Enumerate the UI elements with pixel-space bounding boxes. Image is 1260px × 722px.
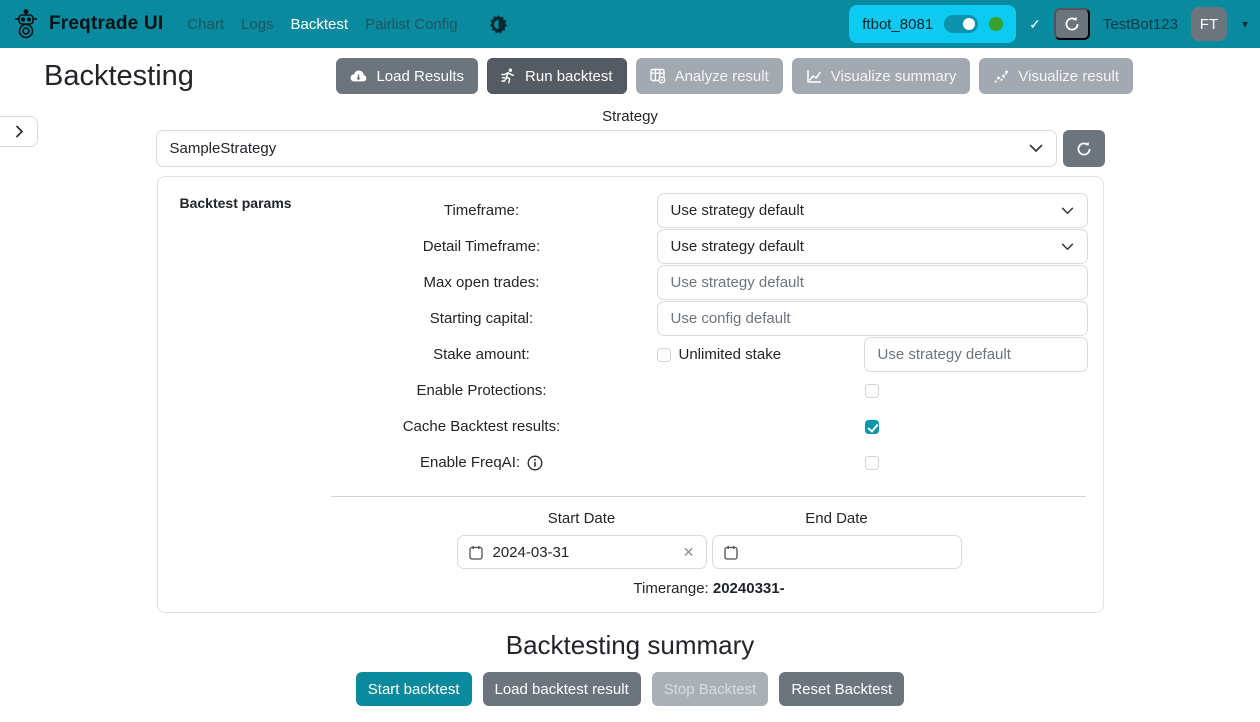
stake-amount-row: Stake amount: Unlimited stake	[158, 337, 1103, 372]
navbar: Freqtrade UI Chart Logs Backtest Pairlis…	[0, 0, 1260, 48]
stop-backtest-button[interactable]: Stop Backtest	[651, 672, 769, 706]
load-backtest-result-button[interactable]: Load backtest result	[482, 672, 641, 706]
avatar[interactable]: FT	[1190, 7, 1227, 41]
max-open-trades-input[interactable]	[656, 265, 1088, 300]
starting-capital-input[interactable]	[656, 301, 1088, 336]
calendar-icon	[723, 545, 738, 560]
chevron-down-icon	[1061, 207, 1074, 215]
bot-toggle[interactable]	[944, 15, 979, 33]
enable-protections-row: Enable Protections:	[158, 373, 1103, 408]
reset-backtest-button[interactable]: Reset Backtest	[779, 672, 905, 706]
max-open-trades-row: Max open trades:	[158, 265, 1103, 300]
load-results-button[interactable]: Load Results	[336, 58, 479, 94]
strategy-label: Strategy	[602, 108, 658, 125]
cache-backtest-results-row: Cache Backtest results:	[158, 409, 1103, 444]
run-backtest-button[interactable]: Run backtest	[487, 58, 627, 94]
cloud-download-icon	[350, 69, 367, 84]
bot-selector[interactable]: ftbot_8081	[849, 5, 1017, 43]
enable-freqai-checkbox[interactable]	[865, 455, 879, 470]
chevron-down-icon	[1029, 144, 1043, 153]
check-icon: ✓	[1029, 15, 1041, 32]
backtest-params-card: Backtest params Timeframe: Use strategy …	[156, 176, 1104, 613]
end-date-input[interactable]	[711, 535, 962, 569]
bot-online-dot	[989, 17, 1004, 31]
summary-buttons: Start backtest Load backtest result Stop…	[0, 672, 1260, 706]
nav-item-logs[interactable]: Logs	[241, 15, 274, 33]
calendar-icon	[468, 545, 483, 560]
detail-timeframe-row: Detail Timeframe: Use strategy default	[158, 229, 1103, 264]
freqtrade-robot-logo-icon	[12, 9, 40, 39]
start-date-input[interactable]: 2024-03-31 ✕	[456, 535, 707, 569]
line-chart-icon	[806, 69, 822, 84]
visualize-summary-button[interactable]: Visualize summary	[791, 58, 971, 94]
table-gear-icon	[649, 68, 666, 84]
chevron-down-icon	[1061, 243, 1074, 251]
brand[interactable]: Freqtrade UI	[12, 9, 163, 39]
analyze-result-button[interactable]: Analyze result	[635, 58, 783, 94]
timerange-value: 20240331-	[712, 580, 785, 597]
start-backtest-button[interactable]: Start backtest	[355, 672, 472, 706]
timerange: Timerange: 20240331-	[633, 580, 785, 597]
unlimited-stake-label[interactable]: Unlimited stake	[678, 346, 782, 363]
page-header: Backtesting Load Results Run backtest	[0, 48, 1260, 94]
clear-date-icon[interactable]: ✕	[682, 543, 695, 560]
header-actions: Load Results Run backtest	[336, 58, 1133, 94]
divider	[330, 496, 1086, 497]
nav-item-pairlist-config[interactable]: Pairlist Config	[365, 15, 458, 33]
bot-name: ftbot_8081	[862, 15, 934, 33]
page-title: Backtesting	[44, 59, 194, 92]
theme-toggle-icon[interactable]	[489, 14, 508, 34]
cache-backtest-results-checkbox[interactable]	[865, 419, 879, 434]
summary-title: Backtesting summary	[505, 630, 755, 660]
timeframe-select[interactable]: Use strategy default	[656, 193, 1088, 228]
strategy-select[interactable]: SampleStrategy	[155, 130, 1057, 167]
stake-amount-input[interactable]	[863, 337, 1088, 372]
dates-block: Start Date End Date 2024-03-31 ✕	[456, 510, 962, 597]
nav-item-backtest[interactable]: Backtest	[290, 15, 349, 33]
start-date-label: Start Date	[547, 510, 616, 527]
nav-links: Chart Logs Backtest Pairlist Config	[187, 14, 508, 34]
sidebar-expand-button[interactable]	[0, 116, 38, 147]
person-running-icon	[501, 68, 516, 84]
chevron-right-icon	[15, 125, 24, 138]
visualize-result-button[interactable]: Visualize result	[979, 58, 1133, 94]
end-date-label: End Date	[805, 510, 868, 527]
starting-capital-row: Starting capital:	[158, 301, 1103, 336]
enable-freqai-row: Enable FreqAI:	[158, 445, 1103, 480]
username[interactable]: TestBot123	[1102, 15, 1178, 33]
brand-title: Freqtrade UI	[49, 13, 164, 34]
strategy-row: SampleStrategy	[155, 130, 1105, 167]
enable-protections-checkbox[interactable]	[865, 383, 879, 398]
nav-item-chart[interactable]: Chart	[187, 15, 225, 33]
unlimited-stake-checkbox[interactable]	[656, 347, 671, 362]
detail-timeframe-select[interactable]: Use strategy default	[656, 229, 1088, 264]
navbar-right: ftbot_8081 ✓ TestBot123 FT ▾	[849, 5, 1248, 43]
info-icon[interactable]	[527, 455, 543, 471]
timeframe-row: Timeframe: Use strategy default	[158, 193, 1103, 228]
reload-strategies-button[interactable]	[1062, 130, 1105, 167]
avatar-dropdown-caret-icon[interactable]: ▾	[1241, 17, 1248, 31]
refresh-button[interactable]	[1053, 8, 1090, 40]
card-title: Backtest params	[179, 195, 292, 211]
scatter-chart-icon	[993, 69, 1009, 84]
